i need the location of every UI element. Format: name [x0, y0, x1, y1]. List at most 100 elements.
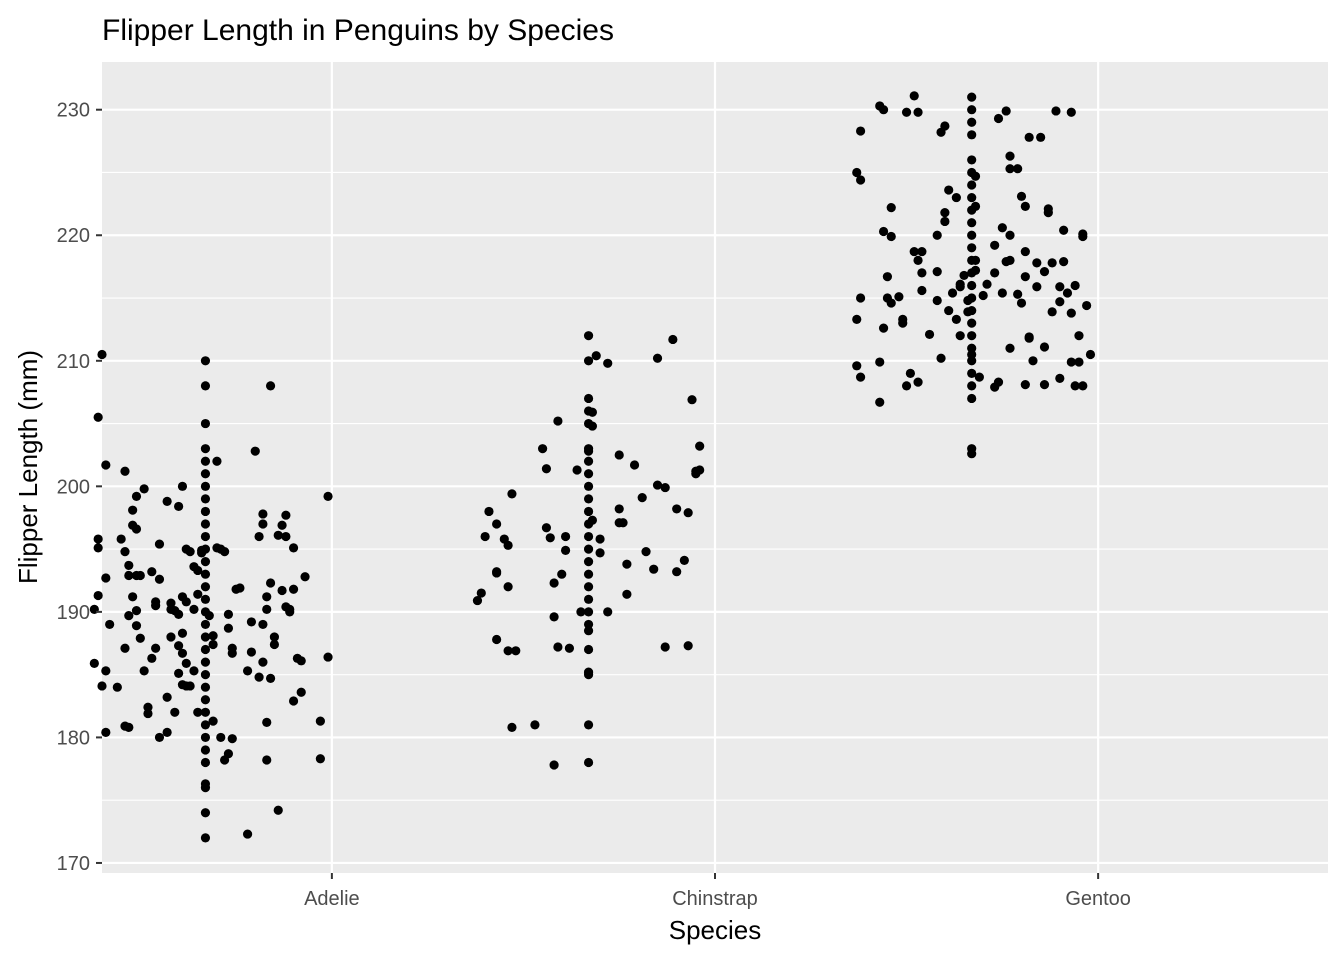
data-point: [120, 643, 130, 653]
y-axis-title: Flipper Length (mm): [13, 350, 43, 584]
y-axis: 170 180 190 200 210 220 230: [57, 100, 102, 875]
data-point: [323, 491, 333, 501]
data-point: [1059, 225, 1069, 235]
data-point: [285, 607, 295, 617]
data-point: [189, 666, 199, 676]
data-point: [687, 395, 697, 405]
data-point: [1066, 107, 1076, 117]
data-point: [583, 356, 594, 366]
data-point: [1043, 208, 1053, 218]
data-point: [967, 268, 977, 278]
data-point: [967, 381, 977, 391]
data-point: [564, 643, 575, 653]
data-point: [549, 760, 559, 770]
data-point: [997, 288, 1007, 298]
data-point: [315, 754, 325, 764]
y-tick-label: 190: [57, 602, 90, 624]
data-point: [208, 716, 218, 726]
data-point: [124, 611, 134, 621]
data-point: [886, 298, 896, 308]
data-point: [507, 722, 517, 732]
data-point: [200, 682, 211, 692]
data-point: [852, 361, 862, 371]
data-point: [200, 644, 211, 655]
data-point: [541, 464, 552, 474]
data-point: [492, 634, 502, 645]
data-point: [967, 117, 977, 127]
data-point: [637, 493, 647, 503]
y-tick-label: 200: [57, 476, 90, 498]
data-point: [492, 567, 502, 577]
data-point: [200, 356, 211, 366]
data-point: [990, 240, 1000, 250]
data-point: [541, 523, 552, 533]
data-point: [618, 518, 628, 528]
data-point: [300, 572, 310, 582]
data-point: [1074, 331, 1084, 341]
data-point: [583, 720, 594, 730]
data-point: [905, 368, 915, 378]
data-point: [583, 393, 594, 404]
data-point: [622, 589, 632, 599]
data-point: [200, 657, 211, 667]
data-point: [967, 393, 977, 404]
data-point: [967, 192, 977, 203]
data-point: [200, 569, 211, 579]
data-point: [200, 720, 211, 730]
data-point: [917, 285, 927, 296]
data-point: [583, 757, 594, 768]
data-point: [951, 192, 961, 203]
data-point: [154, 574, 165, 584]
data-point: [530, 720, 540, 730]
data-point: [576, 607, 586, 617]
data-point: [1047, 307, 1057, 317]
data-point: [1013, 164, 1023, 174]
data-point: [855, 126, 866, 136]
data-point: [511, 646, 521, 656]
data-point: [560, 545, 571, 555]
data-point: [967, 105, 977, 115]
data-point: [583, 494, 594, 504]
data-point: [967, 205, 977, 215]
data-point: [200, 494, 211, 504]
data-point: [549, 612, 559, 622]
data-point: [652, 353, 663, 363]
data-point: [967, 243, 977, 253]
data-point: [262, 604, 272, 614]
data-point: [967, 343, 977, 353]
data-point: [894, 292, 904, 302]
data-point: [641, 547, 651, 557]
data-point: [193, 565, 203, 576]
data-point: [553, 416, 563, 426]
data-point: [1020, 272, 1030, 282]
data-point: [193, 707, 203, 717]
data-point: [200, 607, 211, 617]
data-point: [212, 456, 222, 466]
data-point: [932, 267, 942, 277]
data-point: [223, 749, 234, 759]
data-point: [265, 673, 276, 684]
data-point: [629, 460, 640, 470]
data-point: [967, 230, 977, 240]
data-point: [200, 808, 211, 818]
data-point: [967, 331, 977, 341]
data-point: [170, 707, 180, 717]
data-point: [258, 509, 268, 519]
data-point: [940, 121, 950, 131]
data-point: [855, 372, 866, 382]
data-point: [189, 604, 199, 614]
y-tick-label: 230: [57, 100, 90, 122]
data-point: [503, 646, 513, 656]
data-point: [901, 381, 912, 391]
data-point: [583, 444, 594, 454]
data-point: [583, 469, 594, 479]
data-point: [200, 456, 211, 466]
data-point: [147, 567, 157, 577]
data-point: [679, 555, 689, 566]
data-point: [967, 444, 977, 454]
data-point: [909, 91, 919, 101]
data-point: [1032, 258, 1042, 268]
data-point: [583, 519, 594, 529]
data-point: [503, 582, 513, 592]
data-point: [101, 666, 111, 676]
